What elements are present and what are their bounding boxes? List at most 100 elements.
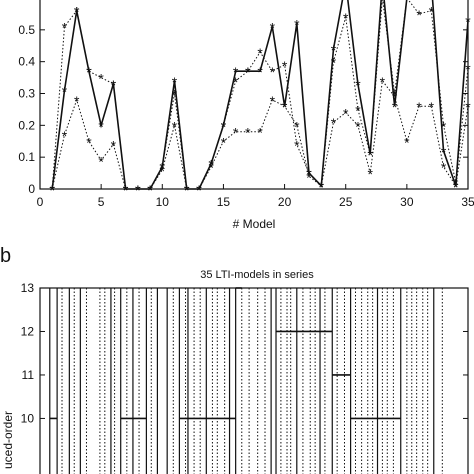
panel-a-x-axis-label: # Model	[233, 217, 276, 231]
series-3-point: *	[392, 90, 398, 106]
series-2-point: *	[331, 55, 337, 71]
series-1-point: *	[306, 166, 312, 182]
series-1-point: *	[282, 99, 288, 115]
series-3-point: *	[196, 182, 202, 198]
series-3-point: *	[86, 134, 92, 150]
series-3-point: *	[208, 160, 214, 176]
series-1-point: *	[257, 64, 263, 80]
series-2-point: *	[245, 64, 251, 80]
series-3-point: *	[331, 115, 337, 131]
x-tick-label: 20	[278, 195, 292, 209]
series-2-point: *	[380, 0, 386, 7]
series-3-point: *	[367, 166, 373, 182]
series-1-point: *	[50, 182, 56, 198]
series-3-point: *	[184, 182, 190, 198]
series-2-point: *	[135, 182, 141, 198]
series-3-point: *	[453, 179, 459, 195]
series-1-point: *	[196, 182, 202, 198]
series-3-point: *	[306, 169, 312, 185]
y-tick-label: 12	[21, 324, 35, 338]
series-3-point: *	[147, 182, 153, 198]
series-1-point: *	[233, 64, 239, 80]
series-3-point: *	[160, 163, 166, 179]
x-tick-label: 0	[37, 195, 44, 209]
series-3-point: *	[380, 74, 386, 90]
series-3-point: *	[282, 99, 288, 115]
y-tick-label: 0.5	[18, 23, 35, 37]
panel-a-chart: * * * * * * * * * * * * * * * * * * * * * * * * * * * * * * * * * * * * * * * *…	[18, 0, 474, 231]
series-2-point: *	[147, 182, 153, 198]
panel-a-marks: * * * * * * * * * * * * * * * * * * * * * * * * * * * * * * * * * * * * * * * *…	[50, 0, 471, 198]
series-3-point: *	[98, 153, 104, 169]
panel-b-title: 35 LTI-models in series	[200, 269, 314, 281]
series-1-point: *	[294, 16, 300, 32]
series-1-point: *	[98, 118, 104, 134]
y-tick-label: 0.3	[18, 87, 35, 101]
series-1-point: *	[172, 74, 178, 90]
series-2-point: *	[123, 182, 129, 198]
x-tick-label: 30	[400, 195, 414, 209]
series-3-point: *	[257, 125, 263, 141]
series-2-point: *	[74, 4, 80, 20]
series-2-point: *	[50, 182, 56, 198]
series-3-point: *	[429, 99, 435, 115]
series-3-point: *	[74, 93, 80, 109]
series-3-point: *	[135, 182, 141, 198]
series-3-point: *	[355, 118, 361, 134]
series-2-point: *	[429, 4, 435, 20]
y-tick-label: 0.1	[18, 150, 35, 164]
series-line-3	[51, 79, 469, 190]
series-1-point: *	[62, 83, 68, 99]
series-3-point: *	[319, 179, 325, 195]
panel-b-axes: 10 11 12 13	[21, 281, 468, 425]
series-3-point: *	[343, 106, 349, 122]
x-tick-label: 10	[156, 195, 170, 209]
series-1-point: *	[355, 77, 361, 93]
series-2-point: *	[208, 157, 214, 173]
series-3-point: *	[233, 125, 239, 141]
series-1-point: *	[184, 182, 190, 198]
series-2-point: *	[392, 87, 398, 103]
x-tick-label: 25	[339, 195, 353, 209]
series-2-point: *	[172, 87, 178, 103]
series-2-point: *	[367, 147, 373, 163]
y-tick-label: 0.4	[18, 55, 35, 69]
series-2-point: *	[404, 0, 410, 7]
y-tick-label: 0.2	[18, 118, 35, 132]
series-1-point: *	[367, 147, 373, 163]
series-2-point: *	[196, 182, 202, 198]
x-tick-label: 5	[98, 195, 105, 209]
series-1-point: *	[123, 182, 129, 198]
y-tick-label: 0	[28, 182, 35, 196]
panel-b-y-axis-label: uced-order	[1, 411, 15, 469]
y-tick-label: 11	[22, 368, 35, 382]
series-2-point: *	[86, 64, 92, 80]
series-3-point: *	[221, 134, 227, 150]
series-3-point: *	[416, 99, 422, 115]
series-1-point: *	[208, 157, 214, 173]
panel-a-axes: 0 0.1 0.2 0.3 0.4 0.5 0 5 10 15 20 25 30 35	[18, 23, 474, 209]
series-3-point: *	[270, 93, 276, 109]
series-1-point: *	[245, 64, 251, 80]
series-1-point: *	[392, 99, 398, 115]
series-3-point: *	[123, 182, 129, 198]
x-tick-label: 15	[217, 195, 231, 209]
panel-b-marks	[49, 287, 443, 474]
series-2-point: *	[98, 71, 104, 87]
y-tick-label: 13	[21, 281, 35, 295]
series-1-point: *	[404, 0, 410, 7]
panel-b-plot-frame	[39, 287, 469, 474]
series-1-point: *	[319, 179, 325, 195]
series-1-point: *	[74, 4, 80, 20]
series-line-1	[51, 0, 469, 190]
series-1-point: *	[147, 182, 153, 198]
series-line-2	[51, 0, 469, 190]
series-3-point: *	[172, 118, 178, 134]
series-3-point: *	[404, 134, 410, 150]
series-3-point: *	[294, 118, 300, 134]
series-3-point: *	[441, 160, 447, 176]
series-3-point: *	[245, 125, 251, 141]
series-1-point: *	[441, 144, 447, 160]
series-2-point: *	[221, 118, 227, 134]
